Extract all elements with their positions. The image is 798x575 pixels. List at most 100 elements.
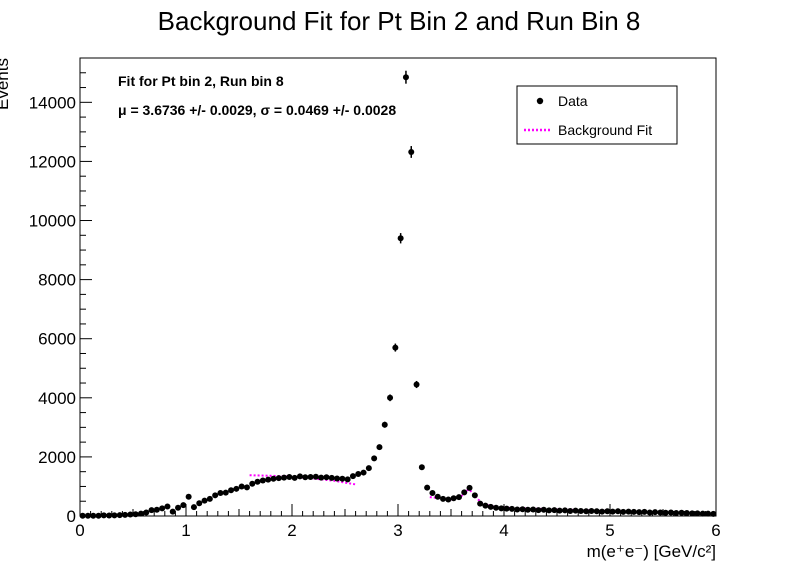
data-point — [694, 510, 701, 517]
data-point — [424, 484, 431, 491]
y-tick-label: 8000 — [38, 271, 76, 290]
x-tick-label: 0 — [75, 521, 84, 540]
data-point — [201, 497, 208, 504]
data-point — [546, 507, 553, 514]
data-point — [482, 502, 489, 509]
data-point — [116, 512, 123, 519]
data-point — [349, 473, 356, 480]
data-point — [429, 489, 436, 496]
data-point — [461, 489, 468, 496]
data-point — [683, 510, 690, 517]
data-point — [228, 487, 235, 494]
data-point — [153, 506, 160, 513]
legend-marker-data — [536, 97, 544, 105]
data-point — [440, 495, 447, 502]
data-point — [699, 510, 706, 517]
data-point — [450, 495, 457, 502]
data-point — [652, 509, 659, 516]
data-point — [487, 503, 494, 510]
data-point — [355, 471, 362, 478]
data-point — [323, 474, 330, 481]
data-point — [524, 506, 531, 513]
data-point — [111, 512, 118, 519]
data-point — [593, 508, 600, 515]
fit-parameters-annotation: μ = 3.6736 +/- 0.0029, σ = 0.0469 +/- 0.… — [118, 102, 396, 118]
data-point — [471, 492, 478, 499]
data-point — [360, 469, 367, 476]
data-point — [630, 508, 637, 515]
data-point — [296, 473, 303, 480]
data-point — [667, 509, 674, 516]
data-point — [540, 506, 547, 513]
data-point — [365, 465, 372, 472]
data-point — [455, 494, 462, 501]
data-point — [556, 507, 563, 514]
data-point — [445, 496, 452, 503]
data-point — [408, 148, 415, 155]
data-point — [657, 509, 664, 516]
data-point — [705, 510, 712, 517]
data-point — [254, 478, 261, 485]
data-point — [381, 421, 388, 428]
data-point — [265, 476, 272, 483]
y-tick-label: 14000 — [29, 93, 76, 112]
data-point — [318, 474, 325, 481]
data-point — [503, 505, 510, 512]
data-point — [466, 484, 473, 491]
data-point — [418, 464, 425, 471]
data-point — [678, 509, 685, 516]
data-point — [402, 74, 409, 81]
chart-title: Background Fit for Pt Bin 2 and Run Bin … — [157, 6, 641, 36]
data-point — [344, 476, 351, 483]
data-point — [371, 455, 378, 462]
data-point — [238, 483, 245, 490]
data-point — [206, 495, 213, 502]
data-point — [95, 512, 102, 519]
data-point — [604, 508, 611, 515]
data-point — [132, 511, 139, 518]
data-point — [127, 511, 134, 518]
data-point — [662, 509, 669, 516]
data-point — [387, 394, 394, 401]
data-point — [270, 475, 277, 482]
data-point — [508, 505, 515, 512]
data-point — [148, 507, 155, 514]
data-point — [577, 507, 584, 514]
data-point — [641, 508, 648, 515]
y-tick-label: 2000 — [38, 448, 76, 467]
data-point — [392, 344, 399, 351]
data-point — [185, 493, 192, 500]
x-tick-label: 4 — [499, 521, 508, 540]
data-point — [588, 507, 595, 514]
data-point — [334, 475, 341, 482]
data-point — [137, 510, 144, 517]
data-point — [567, 507, 574, 514]
data-point — [493, 504, 500, 511]
data-point — [259, 477, 266, 484]
data-point — [339, 475, 346, 482]
data-point — [477, 500, 484, 507]
data-point — [233, 485, 240, 492]
y-tick-label: 4000 — [38, 389, 76, 408]
data-point — [514, 506, 521, 513]
fit-annotation: Fit for Pt bin 2, Run bin 8 — [118, 73, 284, 89]
data-point — [307, 473, 314, 480]
data-point — [286, 473, 293, 480]
data-point — [599, 508, 606, 515]
legend-box — [516, 85, 678, 145]
data-point — [397, 235, 404, 242]
data-point — [243, 484, 250, 491]
data-point — [222, 489, 229, 496]
data-point — [673, 510, 680, 517]
data-point — [583, 508, 590, 515]
data-point — [328, 474, 335, 481]
data-point — [169, 508, 176, 515]
data-point — [90, 512, 97, 519]
data-point — [376, 444, 383, 451]
data-point — [614, 508, 621, 515]
legend-label-fit: Background Fit — [558, 122, 652, 138]
data-point — [212, 492, 219, 499]
data-point — [180, 502, 187, 509]
x-tick-label: 6 — [711, 521, 720, 540]
